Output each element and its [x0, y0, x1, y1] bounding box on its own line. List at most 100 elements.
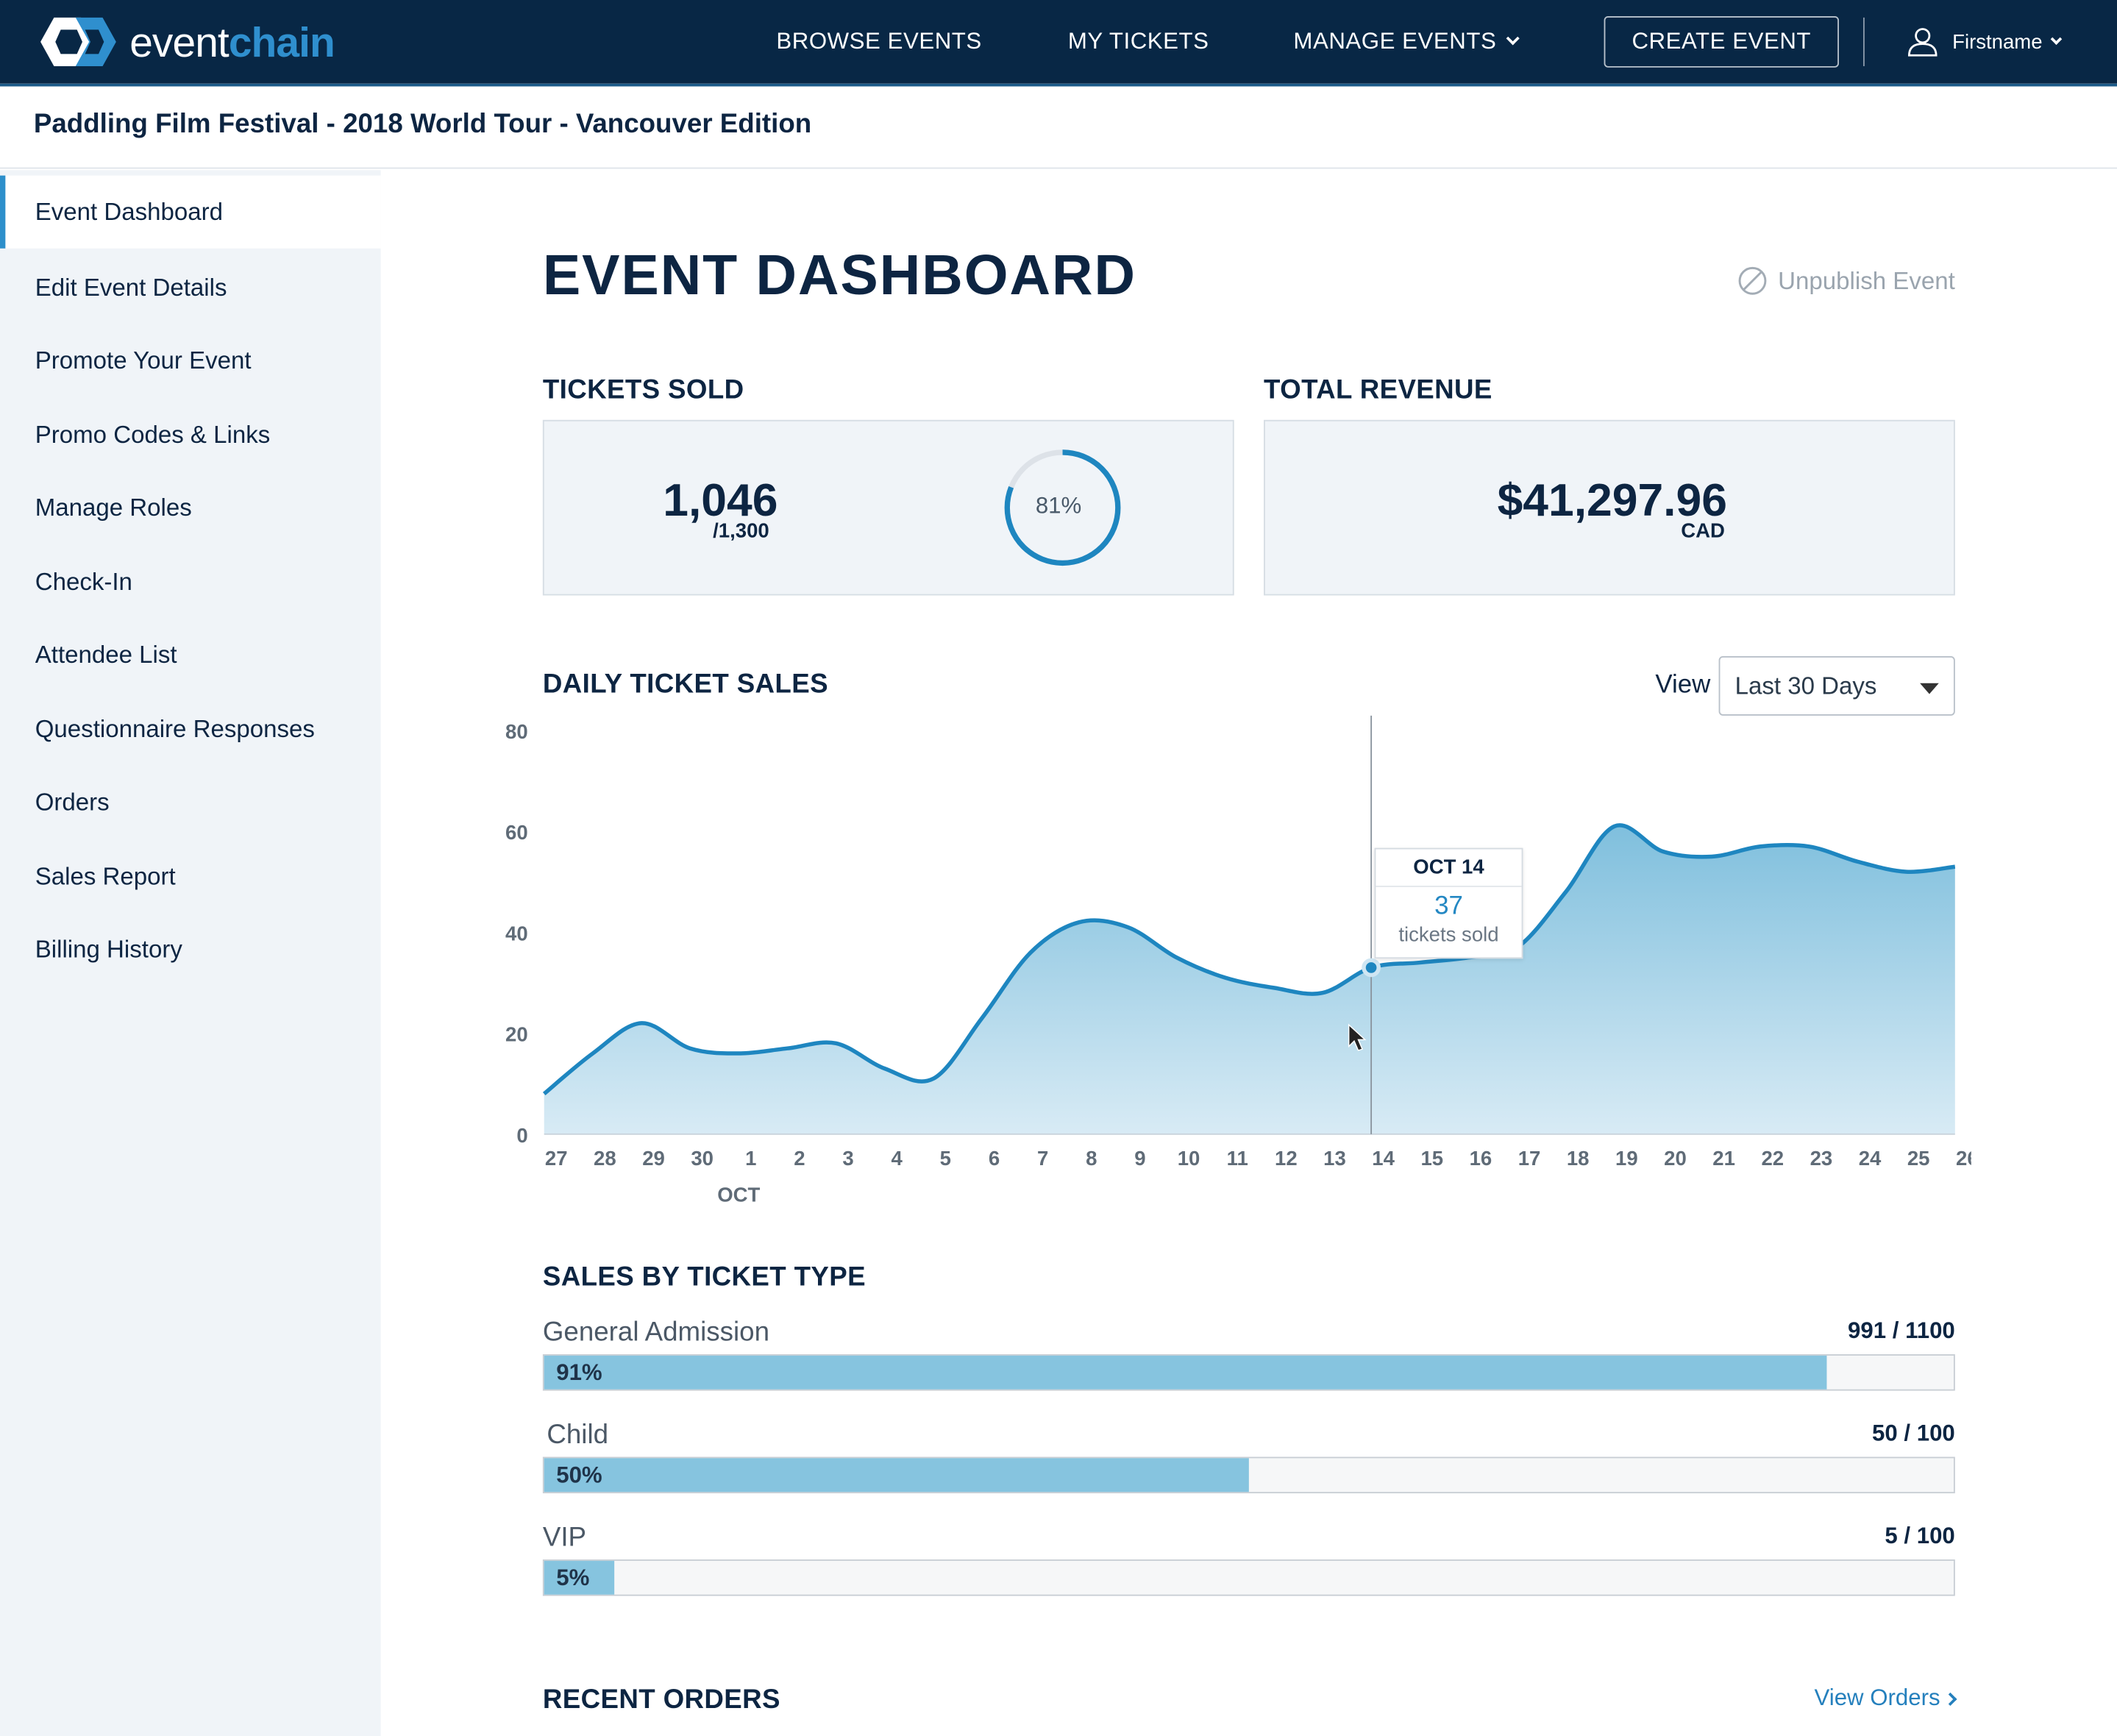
chart-point [1075, 918, 1084, 926]
caret-down-icon [1920, 683, 1939, 694]
ticket-type-percent: 91% [556, 1359, 602, 1386]
user-name: Firstname [1952, 30, 2043, 54]
chart-point [637, 1019, 645, 1027]
x-tick-label: 7 [1037, 1147, 1048, 1170]
nav-manage-events[interactable]: MANAGE EVENTS [1293, 0, 1520, 84]
x-tick-label: 3 [842, 1147, 853, 1170]
sidebar-item-questionnaire-responses[interactable]: Questionnaire Responses [35, 715, 315, 743]
ticket-type-progress-fill [544, 1458, 1249, 1493]
recent-orders-label: RECENT ORDERS [542, 1685, 780, 1715]
ticket-type-progress-fill [544, 1560, 615, 1595]
sidebar-item-orders[interactable]: Orders [35, 788, 110, 816]
ticket-type-count: 50 / 100 [1872, 1420, 1955, 1446]
tickets-progress-arc [1004, 449, 1121, 566]
x-tick-label: 12 [1275, 1147, 1298, 1170]
chart-point [1708, 853, 1716, 861]
unpublish-event-button[interactable]: Unpublish Event [1737, 266, 1955, 296]
y-tick-label: 20 [505, 1023, 528, 1046]
chart-point [540, 1089, 548, 1098]
revenue-currency: CAD [1681, 519, 1725, 543]
chart-point [1757, 842, 1765, 850]
x-tick-label: 1 [745, 1147, 756, 1170]
create-event-button[interactable]: CREATE EVENT [1604, 16, 1839, 68]
chart-tooltip: OCT 14 37 tickets sold [1374, 847, 1523, 959]
brand-wordmark-bold: chain [228, 18, 335, 66]
chart-point [1173, 953, 1181, 961]
x-tick-label: 25 [1907, 1147, 1930, 1170]
x-tick-label: 18 [1567, 1147, 1590, 1170]
tooltip-date: OCT 14 [1376, 850, 1522, 887]
chart-point [929, 1075, 937, 1083]
chart-point [1562, 888, 1570, 896]
chart-point [832, 1039, 840, 1047]
ticket-type-name: VIP [542, 1523, 587, 1553]
x-tick-label: 30 [691, 1147, 714, 1170]
tooltip-unit: tickets sold [1398, 923, 1499, 947]
x-tick-label: 16 [1470, 1147, 1492, 1170]
x-tick-label: 11 [1227, 1147, 1248, 1170]
view-range-value: Last 30 Days [1734, 672, 1877, 700]
x-tick-label: 24 [1859, 1147, 1882, 1170]
sidebar-item-sales-report[interactable]: Sales Report [35, 862, 176, 890]
total-revenue-value: $41,297.96 [1497, 475, 1727, 527]
sidebar-item-promote-your-event[interactable]: Promote Your Event [35, 346, 252, 374]
sidebar-item-billing-history[interactable]: Billing History [35, 936, 182, 963]
event-title: Paddling Film Festival - 2018 World Tour… [33, 109, 812, 140]
chart-point [686, 1045, 694, 1053]
ticket-type-progress-bar: 5% [542, 1559, 1955, 1596]
nav-browse-events[interactable]: BROWSE EVENTS [776, 28, 982, 54]
chart-point [1416, 958, 1424, 967]
y-tick-label: 40 [505, 922, 528, 945]
user-menu[interactable]: Firstname [1907, 0, 2062, 84]
chart-y-axis: 0 20 40 60 80 [505, 720, 528, 1147]
chart-x-axis: 27 28 29 30 1 2 3 4 5 6 7 8 9 10 11 12 13 14 15 16 17 18 19 20 2… [545, 1147, 1971, 1206]
sidebar-item-attendee-list[interactable]: Attendee List [35, 641, 177, 669]
x-tick-label: 29 [642, 1147, 665, 1170]
chart-point [1027, 948, 1035, 956]
ticket-type-percent: 50% [556, 1462, 602, 1488]
x-tick-label: 27 [545, 1147, 568, 1170]
event-title-bar: Paddling Film Festival - 2018 World Tour… [0, 83, 2117, 169]
x-tick-label: 26 [1956, 1147, 1971, 1170]
nav-my-tickets[interactable]: MY TICKETS [1067, 28, 1209, 54]
chart-point [735, 1050, 743, 1058]
chart-point [1854, 858, 1862, 866]
mouse-cursor-icon [1348, 1023, 1367, 1051]
view-orders-link[interactable]: View Orders [1815, 1685, 1957, 1712]
view-range-select[interactable]: Last 30 Days [1718, 656, 1955, 716]
prohibited-icon [1738, 266, 1767, 295]
eventchain-logo-icon [40, 17, 116, 66]
user-icon [1908, 28, 1938, 57]
chart-point [1951, 863, 1959, 871]
ticket-type-percent: 5% [556, 1565, 590, 1591]
tickets-progress-ring [1004, 449, 1121, 566]
chart-area-fill [544, 825, 1955, 1134]
chevron-down-icon [2050, 33, 2062, 46]
x-tick-label: 14 [1372, 1147, 1395, 1170]
brand-logo[interactable]: eventchain [40, 15, 335, 68]
tooltip-value: 37 [1434, 892, 1463, 921]
y-tick-label: 60 [505, 821, 528, 844]
x-group-label: OCT [717, 1184, 760, 1206]
x-tick-label: 8 [1086, 1147, 1097, 1170]
chart-points [540, 842, 1959, 1098]
sidebar-item-edit-event-details[interactable]: Edit Event Details [35, 274, 227, 302]
sidebar-item-promo-codes-links[interactable]: Promo Codes & Links [35, 421, 271, 449]
ticket-type-progress-bar: 50% [542, 1456, 1955, 1494]
y-tick-label: 0 [516, 1124, 527, 1147]
sidebar-item-check-in[interactable]: Check-In [35, 568, 132, 596]
x-tick-label: 4 [892, 1147, 903, 1170]
x-tick-label: 17 [1518, 1147, 1541, 1170]
ticket-type-count: 991 / 1100 [1848, 1317, 1955, 1344]
tickets-capacity: /1,300 [713, 519, 769, 543]
sidebar-item-manage-roles[interactable]: Manage Roles [35, 494, 192, 522]
brand-wordmark-light: event [129, 18, 230, 66]
x-tick-label: 6 [989, 1147, 1000, 1170]
sidebar-item-event-dashboard[interactable]: Event Dashboard [0, 175, 381, 249]
chart-point [1124, 923, 1132, 931]
x-tick-label: 15 [1420, 1147, 1443, 1170]
ticket-type-progress-bar: 91% [542, 1354, 1955, 1391]
ticket-type-name: Child [547, 1420, 609, 1451]
view-label: View [1655, 671, 1711, 700]
chart-point [880, 1064, 889, 1072]
